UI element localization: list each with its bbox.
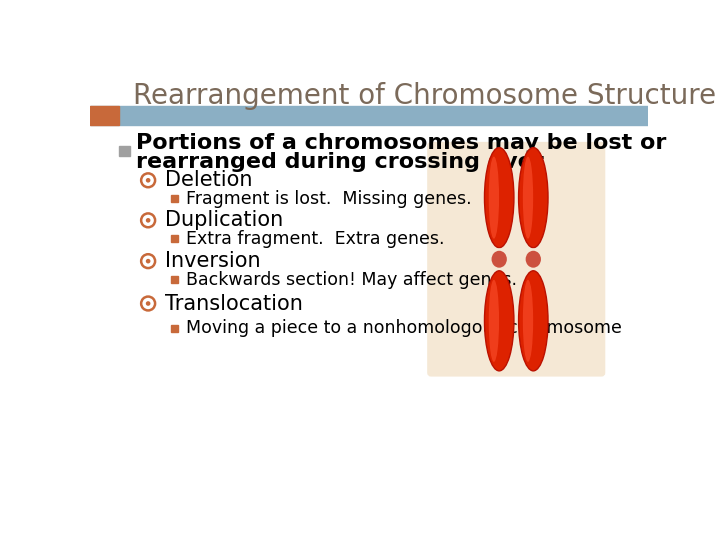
Ellipse shape <box>526 251 541 268</box>
Bar <box>90 106 648 125</box>
Ellipse shape <box>523 157 533 239</box>
Text: Moving a piece to a nonhomologous chromosome: Moving a piece to a nonhomologous chromo… <box>186 319 622 337</box>
Ellipse shape <box>492 251 507 268</box>
Text: Extra fragment.  Extra genes.: Extra fragment. Extra genes. <box>186 230 445 248</box>
Text: Inversion: Inversion <box>165 251 261 271</box>
Ellipse shape <box>518 147 548 248</box>
Circle shape <box>141 296 155 310</box>
Ellipse shape <box>491 248 508 270</box>
Ellipse shape <box>489 157 499 239</box>
Bar <box>171 195 179 202</box>
FancyBboxPatch shape <box>428 143 605 376</box>
Text: Rearrangement of Chromosome Structure: Rearrangement of Chromosome Structure <box>132 82 716 110</box>
Bar <box>171 235 179 242</box>
Circle shape <box>141 254 155 268</box>
Bar <box>171 276 179 283</box>
Circle shape <box>145 178 150 183</box>
Text: Portions of a chromosomes may be lost or: Portions of a chromosomes may be lost or <box>137 133 667 153</box>
Circle shape <box>145 301 150 306</box>
Text: Duplication: Duplication <box>165 211 284 231</box>
Bar <box>120 146 130 157</box>
Bar <box>90 106 120 125</box>
Text: Backwards section! May affect genes.: Backwards section! May affect genes. <box>186 271 517 288</box>
Bar <box>171 325 179 332</box>
Circle shape <box>141 173 155 187</box>
Text: Fragment is lost.  Missing genes.: Fragment is lost. Missing genes. <box>186 190 472 208</box>
Ellipse shape <box>489 280 499 362</box>
Ellipse shape <box>518 271 548 371</box>
Circle shape <box>145 218 150 222</box>
Text: rearranged during crossing over: rearranged during crossing over <box>137 152 544 172</box>
Circle shape <box>145 259 150 264</box>
Ellipse shape <box>525 248 541 270</box>
Text: Translocation: Translocation <box>165 294 303 314</box>
Ellipse shape <box>485 271 514 371</box>
Ellipse shape <box>485 147 514 248</box>
Ellipse shape <box>523 280 533 362</box>
Text: Deletion: Deletion <box>165 170 253 190</box>
Circle shape <box>141 213 155 227</box>
